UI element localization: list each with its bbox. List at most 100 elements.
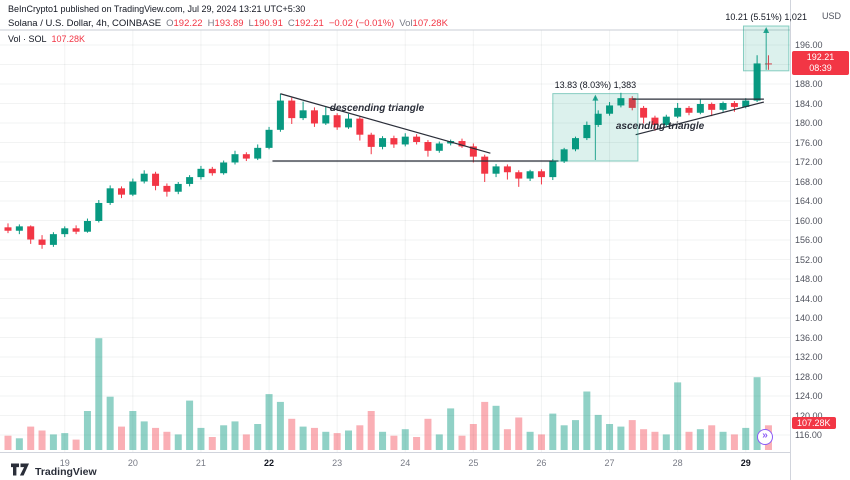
price-axis-label: 144.00 xyxy=(795,293,823,304)
low-value: 190.91 xyxy=(253,18,283,29)
pattern-label-ascending-triangle[interactable]: ascending triangle xyxy=(615,121,705,132)
close-value: 192.21 xyxy=(294,18,324,29)
volume-bar xyxy=(4,435,12,450)
high-value: 193.89 xyxy=(214,18,244,29)
volume-bar xyxy=(299,426,307,450)
time-axis-label: 19 xyxy=(59,458,70,468)
volume-bar xyxy=(753,377,761,450)
price-axis-label: 116.00 xyxy=(795,430,822,440)
volume-bar xyxy=(560,425,568,450)
volume-value: 107.28K xyxy=(412,18,448,29)
volume-bar xyxy=(719,431,727,450)
volume-bar xyxy=(345,430,352,450)
volume-bar xyxy=(95,338,103,450)
scroll-to-realtime-button[interactable]: » xyxy=(757,429,773,445)
volume-bar xyxy=(106,396,114,450)
volume-indicator-title[interactable]: Vol · SOL xyxy=(8,34,47,44)
candle-body xyxy=(95,202,103,221)
price-axis[interactable]: USD 192.21 08:39 107.28K 196.00192.00188… xyxy=(790,0,850,480)
volume-bar xyxy=(685,431,693,450)
price-range-arrow-icon xyxy=(592,94,599,101)
volume-bar xyxy=(38,430,46,450)
volume-bar xyxy=(537,434,545,450)
volume-bar xyxy=(515,417,523,450)
volume-bar xyxy=(140,421,148,450)
candle-body xyxy=(390,138,398,145)
volume-bar xyxy=(503,429,511,450)
volume-bar xyxy=(163,431,171,450)
volume-indicator-value: 107.28K xyxy=(51,34,86,44)
volume-bar xyxy=(322,431,330,450)
publish-info: BeInCrypto1 published on TradingView.com… xyxy=(8,4,306,14)
price-axis-label: 132.00 xyxy=(795,352,823,362)
price-axis-label: 136.00 xyxy=(795,332,823,343)
candle-body xyxy=(322,115,330,124)
candle-body xyxy=(379,138,387,147)
candle-body xyxy=(481,156,489,174)
volume-indicator-legend[interactable]: Vol · SOL 107.28K xyxy=(8,34,85,44)
volume-bar xyxy=(367,411,375,450)
price-axis-label: 164.00 xyxy=(795,196,823,206)
volume-bar xyxy=(310,427,318,450)
volume-bar xyxy=(27,426,35,450)
price-axis-label: 168.00 xyxy=(795,176,823,187)
candle-body xyxy=(288,100,296,119)
pattern-trendline[interactable] xyxy=(280,93,491,154)
candle-body xyxy=(174,183,182,192)
current-price-value: 192.21 xyxy=(806,52,835,62)
time-axis-label: 24 xyxy=(400,458,411,468)
volume-bar xyxy=(379,431,387,450)
current-price-badge: 192.21 08:39 xyxy=(792,51,849,75)
candle-body xyxy=(265,129,273,148)
time-axis-label: 25 xyxy=(468,458,479,468)
time-axis-label: 28 xyxy=(672,458,683,468)
tradingview-logo-icon[interactable] xyxy=(10,463,30,480)
time-axis[interactable]: 19 20 21 22 23 24 25 26 27 28 29 xyxy=(0,452,850,480)
time-axis-label: 29 xyxy=(740,458,751,468)
volume-bar xyxy=(356,425,364,450)
volume-bar xyxy=(572,420,579,450)
volume-bar xyxy=(708,425,716,450)
volume-bar xyxy=(333,433,341,450)
volume-bar xyxy=(583,391,591,450)
volume-bar xyxy=(481,401,489,450)
volume-bar xyxy=(61,433,69,450)
close-label: C xyxy=(287,18,295,29)
measurement-label[interactable]: 10.21 (5.51%) 1,021 xyxy=(725,11,807,22)
volume-bar xyxy=(594,414,602,450)
candle-body xyxy=(572,138,579,150)
volume-bar xyxy=(526,431,534,450)
volume-bar xyxy=(231,421,239,450)
change-value: −0.02 (−0.01%) xyxy=(328,18,395,29)
footer[interactable]: TradingView xyxy=(10,463,97,480)
price-axis-label: 120.00 xyxy=(795,410,823,421)
candle-body xyxy=(424,142,432,151)
candle-body xyxy=(606,105,614,114)
candle-body xyxy=(345,118,352,128)
volume-bar xyxy=(83,411,91,450)
volume-bar xyxy=(118,426,125,450)
candle-body xyxy=(49,234,57,245)
candle-body xyxy=(220,162,228,174)
candle-body xyxy=(333,115,341,128)
price-axis-label: 160.00 xyxy=(795,215,823,226)
candle-body xyxy=(764,63,772,65)
symbol-legend[interactable]: Solana / U.S. Dollar, 4h, COINBASE O192.2… xyxy=(8,18,448,29)
candle-body xyxy=(310,110,318,124)
candle-body xyxy=(583,124,591,139)
measurement-label[interactable]: 13.83 (8.03%) 1,383 xyxy=(554,79,637,90)
pattern-trendline[interactable] xyxy=(635,101,765,136)
candle-body xyxy=(197,168,205,178)
symbol-title[interactable]: Solana / U.S. Dollar, 4h, COINBASE xyxy=(8,18,162,29)
current-volume-badge: 107.28K xyxy=(792,417,836,429)
candle-body xyxy=(413,136,421,143)
pattern-label-descending-triangle[interactable]: descending triangle xyxy=(329,103,425,114)
chart-header: BeInCrypto1 published on TradingView.com… xyxy=(8,4,448,29)
volume-bar xyxy=(174,434,182,450)
candle-body xyxy=(719,103,727,110)
candle-body xyxy=(640,107,648,118)
candle-body xyxy=(503,166,511,173)
volume-bar xyxy=(72,439,80,450)
